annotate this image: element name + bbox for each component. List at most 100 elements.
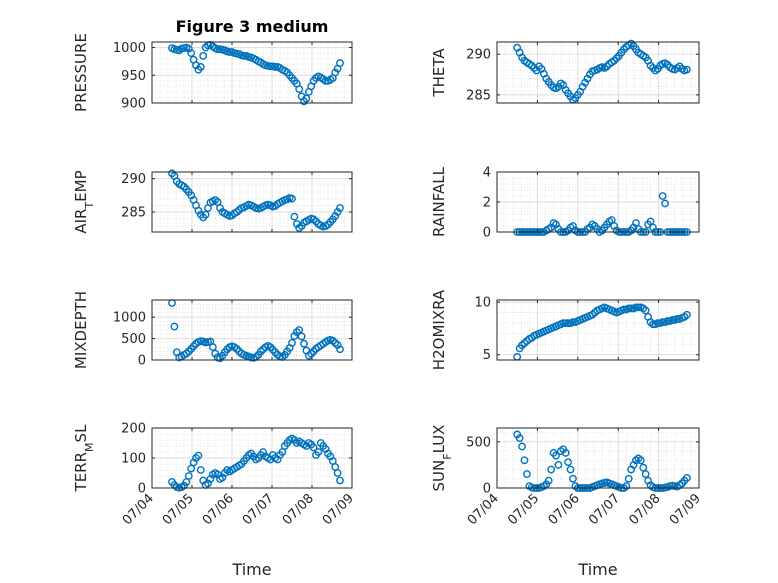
x-tick-label: 07/09 (320, 491, 357, 528)
data-point (547, 465, 556, 474)
data-point (297, 332, 306, 341)
y-tick-label: 0 (483, 482, 491, 497)
axes-mixdepth: 0 500 1000 MIXDEPTH (72, 291, 353, 369)
data-point (331, 68, 340, 77)
y-tick-label: 290 (121, 172, 146, 187)
y-tick-label: 500 (466, 435, 491, 450)
y-tick-label: 285 (466, 88, 491, 103)
data-point (564, 319, 572, 328)
data-point (290, 332, 299, 340)
y-tick-label: 500 (121, 332, 146, 347)
x-tick-label: 07/05 (160, 491, 197, 528)
y-tick-label: 100 (121, 452, 146, 467)
data-point (663, 317, 672, 325)
data-point (682, 65, 691, 74)
data-point (336, 345, 344, 354)
data-point (627, 304, 636, 313)
chart-title: Figure 3 medium (176, 17, 329, 36)
data-point (632, 303, 640, 312)
y-axis-label: H2OMIXRA (430, 289, 448, 370)
axes-box (496, 427, 700, 489)
data-point (561, 319, 570, 328)
tick-marks (496, 428, 700, 489)
data-point (520, 456, 529, 465)
y-tick-label: 0 (138, 482, 146, 497)
data-point (639, 463, 648, 472)
data-point (288, 194, 296, 203)
data-point (336, 204, 344, 212)
axes-box (151, 171, 353, 233)
axes-rainfall: 0 2 4 RAINFALL (430, 166, 700, 241)
data-point (523, 470, 531, 479)
data-point (196, 63, 205, 71)
axes-h2omixra: 5 10 H2OMIXRA (430, 289, 700, 370)
x-tick-label: 07/04 (120, 491, 157, 528)
data-point (658, 192, 667, 200)
tick-marks (496, 42, 700, 103)
y-axis-label: SUNFLUX (430, 425, 454, 492)
data-point (331, 212, 340, 220)
y-tick-label: 0 (483, 226, 491, 241)
data-point (194, 206, 203, 215)
data-series (513, 303, 691, 361)
y-axis-label: PRESSURE (72, 33, 90, 112)
data-point (295, 326, 304, 334)
data-point (653, 319, 662, 328)
data-point (199, 51, 208, 60)
data-point (336, 59, 344, 67)
data-series (168, 434, 344, 492)
data-point (194, 451, 203, 460)
data-point (518, 442, 526, 451)
tick-marks (496, 300, 700, 360)
data-series (513, 39, 691, 104)
x-tick-label: 07/06 (546, 491, 583, 528)
tick-marks (496, 171, 700, 233)
axes-box (496, 299, 700, 361)
axes-terr-msl: 0 100 200 TERRMSL 07/04 07/05 07/06 07/07 07/08 0… (72, 422, 357, 580)
data-point (266, 62, 275, 71)
axes-theta: 285 290 THETA (430, 39, 700, 104)
data-point (564, 458, 572, 467)
y-tick-label: 2 (483, 196, 491, 211)
data-point (622, 482, 631, 491)
data-point (184, 472, 193, 480)
y-axis-label: TERRMSL (72, 424, 96, 493)
data-point (554, 461, 563, 469)
data-series (168, 299, 344, 363)
data-point (225, 48, 234, 56)
tick-marks (151, 172, 353, 232)
data-point (336, 476, 344, 485)
y-tick-label: 5 (483, 348, 491, 363)
y-tick-label: 900 (121, 97, 146, 112)
x-tick-label: 07/09 (667, 491, 704, 528)
data-point (213, 45, 222, 54)
tick-marks (151, 427, 353, 489)
y-axis-label: RAINFALL (430, 166, 448, 237)
data-point (636, 456, 645, 465)
data-point (321, 76, 330, 85)
axes-box (151, 299, 353, 361)
data-point (288, 338, 296, 347)
y-tick-label: 200 (121, 422, 146, 437)
y-tick-label: 4 (483, 166, 491, 181)
tick-marks (151, 42, 353, 104)
data-point (569, 318, 577, 327)
y-tick-label: 1000 (113, 41, 146, 56)
data-point (673, 315, 682, 323)
x-axis-label: Time (577, 560, 617, 579)
axes-box (151, 41, 353, 104)
data-point (196, 466, 205, 474)
data-point (658, 318, 667, 327)
data-point (216, 204, 224, 212)
y-axis-label: THETA (430, 48, 448, 98)
data-point (661, 199, 669, 208)
y-tick-label: 285 (121, 206, 146, 221)
x-axis-label: Time (231, 560, 271, 579)
data-point (619, 305, 628, 314)
x-tick-label: 07/08 (280, 491, 317, 528)
data-point (295, 85, 304, 94)
data-point (634, 303, 643, 312)
axes-pressure: 900 950 1000 PRESSURE Figure 3 medium (72, 17, 353, 112)
data-series (168, 169, 344, 232)
x-tick-label: 07/05 (505, 491, 542, 528)
